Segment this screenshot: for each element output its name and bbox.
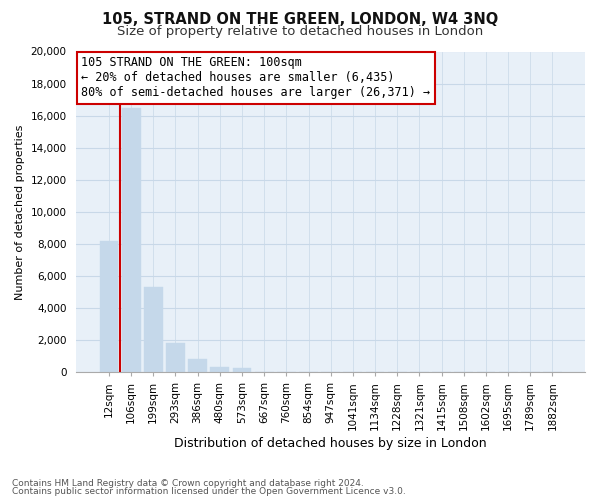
Text: Contains HM Land Registry data © Crown copyright and database right 2024.: Contains HM Land Registry data © Crown c… [12,478,364,488]
Bar [100,241,118,372]
X-axis label: Distribution of detached houses by size in London: Distribution of detached houses by size … [175,437,487,450]
Bar [166,344,185,372]
Bar [122,108,140,372]
Bar [233,368,251,372]
Bar [188,360,207,372]
Text: 105 STRAND ON THE GREEN: 100sqm
← 20% of detached houses are smaller (6,435)
80%: 105 STRAND ON THE GREEN: 100sqm ← 20% of… [82,56,431,100]
Y-axis label: Number of detached properties: Number of detached properties [15,124,25,300]
Bar [144,288,163,372]
Bar [211,368,229,372]
Text: Size of property relative to detached houses in London: Size of property relative to detached ho… [117,25,483,38]
Text: 105, STRAND ON THE GREEN, LONDON, W4 3NQ: 105, STRAND ON THE GREEN, LONDON, W4 3NQ [102,12,498,28]
Text: Contains public sector information licensed under the Open Government Licence v3: Contains public sector information licen… [12,487,406,496]
